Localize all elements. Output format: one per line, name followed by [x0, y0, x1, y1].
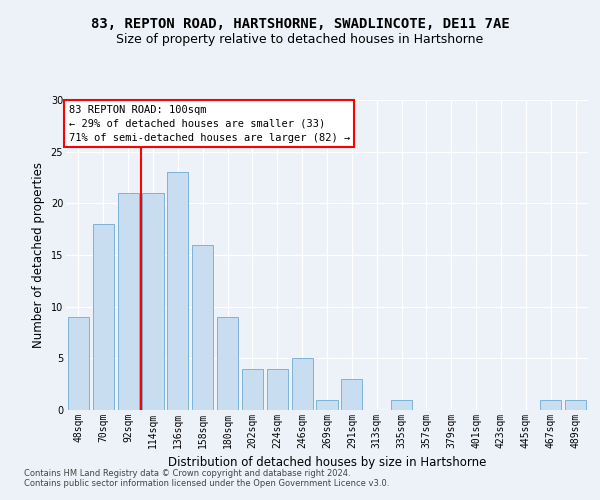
Text: Contains public sector information licensed under the Open Government Licence v3: Contains public sector information licen… [24, 479, 389, 488]
Text: Contains HM Land Registry data © Crown copyright and database right 2024.: Contains HM Land Registry data © Crown c… [24, 469, 350, 478]
Bar [565, 400, 586, 410]
Bar [267, 368, 288, 410]
Bar [93, 224, 114, 410]
Text: 83, REPTON ROAD, HARTSHORNE, SWADLINCOTE, DE11 7AE: 83, REPTON ROAD, HARTSHORNE, SWADLINCOTE… [91, 18, 509, 32]
Bar [341, 379, 362, 410]
X-axis label: Distribution of detached houses by size in Hartshorne: Distribution of detached houses by size … [168, 456, 486, 469]
Bar [68, 317, 89, 410]
Text: 83 REPTON ROAD: 100sqm
← 29% of detached houses are smaller (33)
71% of semi-det: 83 REPTON ROAD: 100sqm ← 29% of detached… [68, 104, 350, 142]
Bar [167, 172, 188, 410]
Y-axis label: Number of detached properties: Number of detached properties [32, 162, 45, 348]
Bar [242, 368, 263, 410]
Bar [292, 358, 313, 410]
Bar [217, 317, 238, 410]
Bar [142, 193, 164, 410]
Bar [540, 400, 561, 410]
Bar [391, 400, 412, 410]
Bar [118, 193, 139, 410]
Bar [316, 400, 338, 410]
Text: Size of property relative to detached houses in Hartshorne: Size of property relative to detached ho… [116, 32, 484, 46]
Bar [192, 244, 213, 410]
